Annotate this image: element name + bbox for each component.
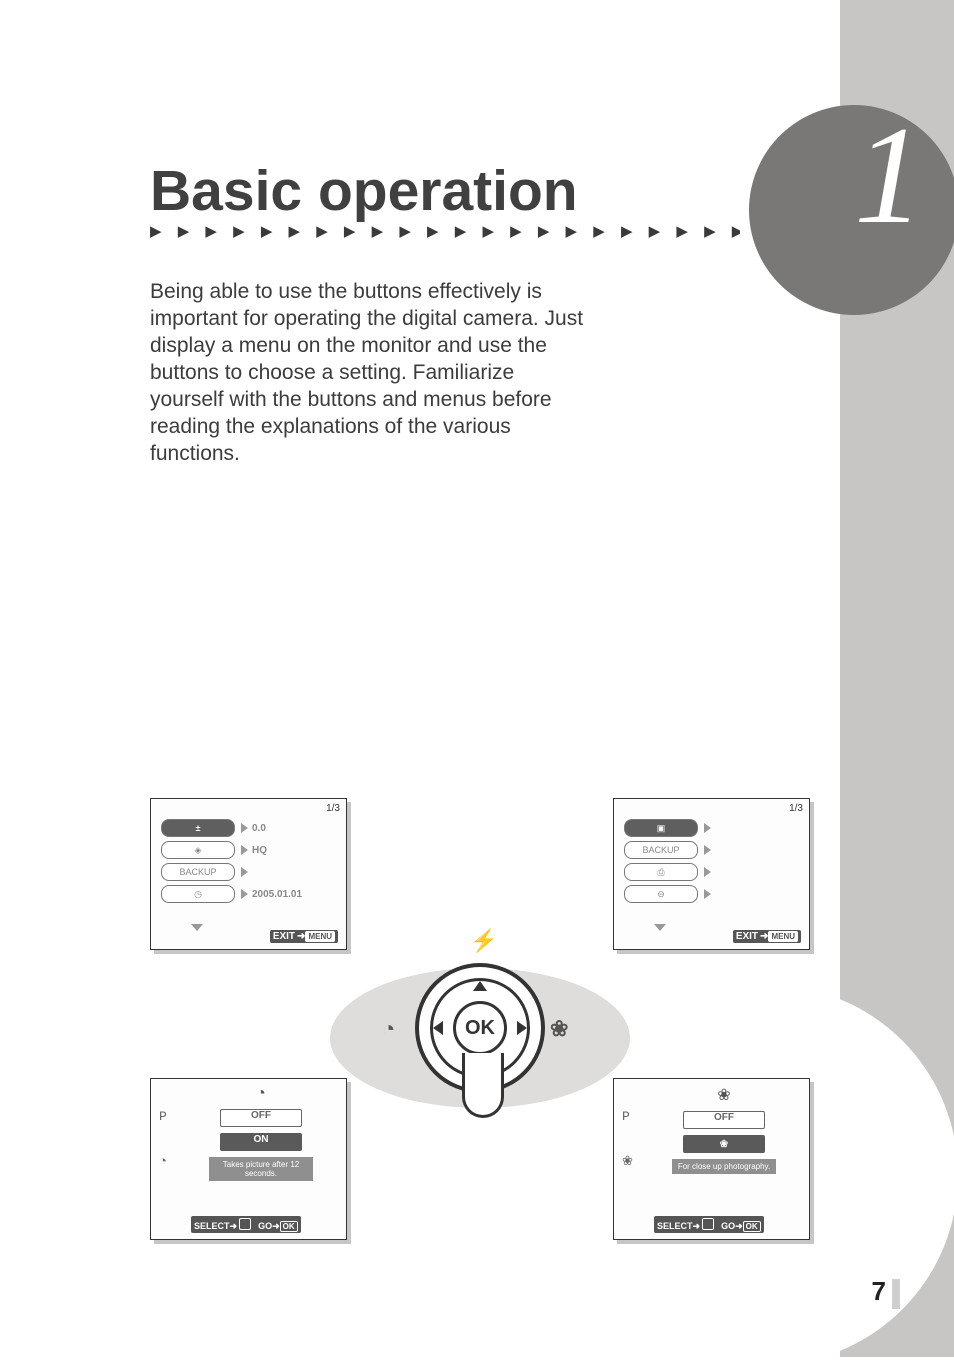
controls-diagram: 1/3 ± 0.0 ◈ HQ BACKUP ◷ bbox=[150, 798, 810, 1248]
menu-item-slideshow[interactable]: ▣ bbox=[624, 819, 698, 837]
dpad-grip bbox=[462, 1053, 504, 1118]
page: 1 Basic operation ▶ ▶ ▶ ▶ ▶ ▶ ▶ ▶ ▶ ▶ ▶ … bbox=[0, 0, 954, 1357]
option-off[interactable]: OFF bbox=[220, 1109, 302, 1127]
chevron-right-icon bbox=[704, 867, 711, 877]
arrow-right-icon: ➜ bbox=[272, 1221, 280, 1231]
ok-box-icon: OK bbox=[743, 1221, 761, 1232]
arrow-divider: ▶ ▶ ▶ ▶ ▶ ▶ ▶ ▶ ▶ ▶ ▶ ▶ ▶ ▶ ▶ ▶ ▶ ▶ ▶ ▶ … bbox=[150, 222, 740, 240]
protect-icon: ⊖ bbox=[657, 889, 665, 900]
menu-button-icon: MENU bbox=[305, 931, 335, 942]
menu-item-backup[interactable]: BACKUP bbox=[161, 863, 235, 881]
macro-icon: ❀ bbox=[622, 1154, 633, 1169]
dpad-up[interactable] bbox=[473, 981, 487, 991]
self-timer-icon: ◔ bbox=[382, 1016, 395, 1042]
exposure-comp-icon: ± bbox=[196, 823, 201, 833]
menu-item-print[interactable]: ⎙ bbox=[624, 863, 698, 881]
footer-hint: SELECT➜ GO➜OK bbox=[654, 1216, 764, 1233]
option-hint: For close up photography. bbox=[672, 1159, 776, 1174]
menu-value: 0.0 bbox=[252, 823, 266, 834]
chevron-right-icon bbox=[241, 845, 248, 855]
exit-hint: EXIT➜MENU bbox=[270, 930, 338, 943]
program-mode-icon: P bbox=[159, 1109, 167, 1124]
page-number-bar bbox=[892, 1279, 900, 1309]
footer-hint: SELECT➜ GO➜OK bbox=[191, 1216, 301, 1233]
chevron-right-icon bbox=[241, 867, 248, 877]
program-mode-icon: P bbox=[622, 1109, 633, 1124]
self-timer-icon: ◔ bbox=[256, 1085, 266, 1103]
dpad-left[interactable] bbox=[433, 1021, 443, 1035]
scroll-down-icon bbox=[654, 924, 666, 931]
menu-item-exposure[interactable]: ± bbox=[161, 819, 235, 837]
chevron-right-icon bbox=[704, 889, 711, 899]
scroll-down-icon bbox=[191, 924, 203, 931]
page-indicator: 1/3 bbox=[789, 803, 803, 814]
ok-box-icon: OK bbox=[280, 1221, 298, 1232]
arrow-right-icon: ➜ bbox=[230, 1221, 238, 1231]
lcd-playback-menu: 1/3 ▣ BACKUP ⎙ ⊖ bbox=[613, 798, 810, 950]
menu-item-backup[interactable]: BACKUP bbox=[624, 841, 698, 859]
arrow-right-icon: ➜ bbox=[297, 931, 305, 942]
dpad-control: ⚡ ◔ ❀ OK bbox=[350, 948, 610, 1118]
chevron-right-icon bbox=[704, 823, 711, 833]
option-hint: Takes picture after 12 seconds. bbox=[209, 1157, 313, 1181]
menu-button-icon: MENU bbox=[768, 931, 798, 942]
option-on[interactable]: ON bbox=[220, 1133, 302, 1151]
clock-icon: ◷ bbox=[194, 889, 202, 900]
flash-icon: ⚡ bbox=[470, 928, 497, 954]
section-title: Basic operation bbox=[150, 158, 578, 224]
lcd-selftimer-setting: P ◔ ◔ OFF ON Takes picture after 12 seco… bbox=[150, 1078, 347, 1240]
chevron-right-icon bbox=[241, 823, 248, 833]
menu-value: HQ bbox=[252, 845, 267, 856]
menu-item-quality[interactable]: ◈ bbox=[161, 841, 235, 859]
option-macro[interactable]: ❀ bbox=[683, 1135, 765, 1153]
intro-paragraph: Being able to use the buttons effectivel… bbox=[150, 278, 590, 467]
dpad-icon bbox=[702, 1218, 714, 1230]
self-timer-icon: ◔ bbox=[159, 1154, 167, 1169]
arrow-right-icon: ➜ bbox=[735, 1221, 743, 1231]
chevron-right-icon bbox=[704, 845, 711, 855]
dpad-right[interactable] bbox=[517, 1021, 527, 1035]
macro-icon: ❀ bbox=[550, 1016, 568, 1042]
mode-indicator-column: P ◔ bbox=[159, 1109, 167, 1169]
arrow-right-icon: ➜ bbox=[693, 1221, 701, 1231]
menu-value: 2005.01.01 bbox=[252, 889, 302, 900]
macro-icon: ❀ bbox=[720, 1139, 728, 1150]
menu-item-datetime[interactable]: ◷ bbox=[161, 885, 235, 903]
lcd-macro-setting: P ❀ ❀ OFF ❀ For close up photography. SE… bbox=[613, 1078, 810, 1240]
exit-hint: EXIT➜MENU bbox=[733, 930, 801, 943]
chevron-right-icon bbox=[241, 889, 248, 899]
slideshow-icon: ▣ bbox=[657, 823, 666, 834]
quality-icon: ◈ bbox=[195, 845, 202, 856]
page-indicator: 1/3 bbox=[326, 803, 340, 814]
page-number: 7 bbox=[872, 1276, 886, 1307]
ok-button[interactable]: OK bbox=[453, 1001, 507, 1055]
dpad-icon bbox=[239, 1218, 251, 1230]
macro-icon: ❀ bbox=[717, 1085, 730, 1105]
lcd-shooting-menu: 1/3 ± 0.0 ◈ HQ BACKUP ◷ bbox=[150, 798, 347, 950]
print-icon: ⎙ bbox=[657, 867, 664, 878]
option-off[interactable]: OFF bbox=[683, 1111, 765, 1129]
arrow-right-icon: ➜ bbox=[760, 931, 768, 942]
chapter-bubble: 1 bbox=[749, 105, 954, 315]
mode-indicator-column: P ❀ bbox=[622, 1109, 633, 1169]
menu-item-protect[interactable]: ⊖ bbox=[624, 885, 698, 903]
chapter-number: 1 bbox=[854, 95, 924, 256]
